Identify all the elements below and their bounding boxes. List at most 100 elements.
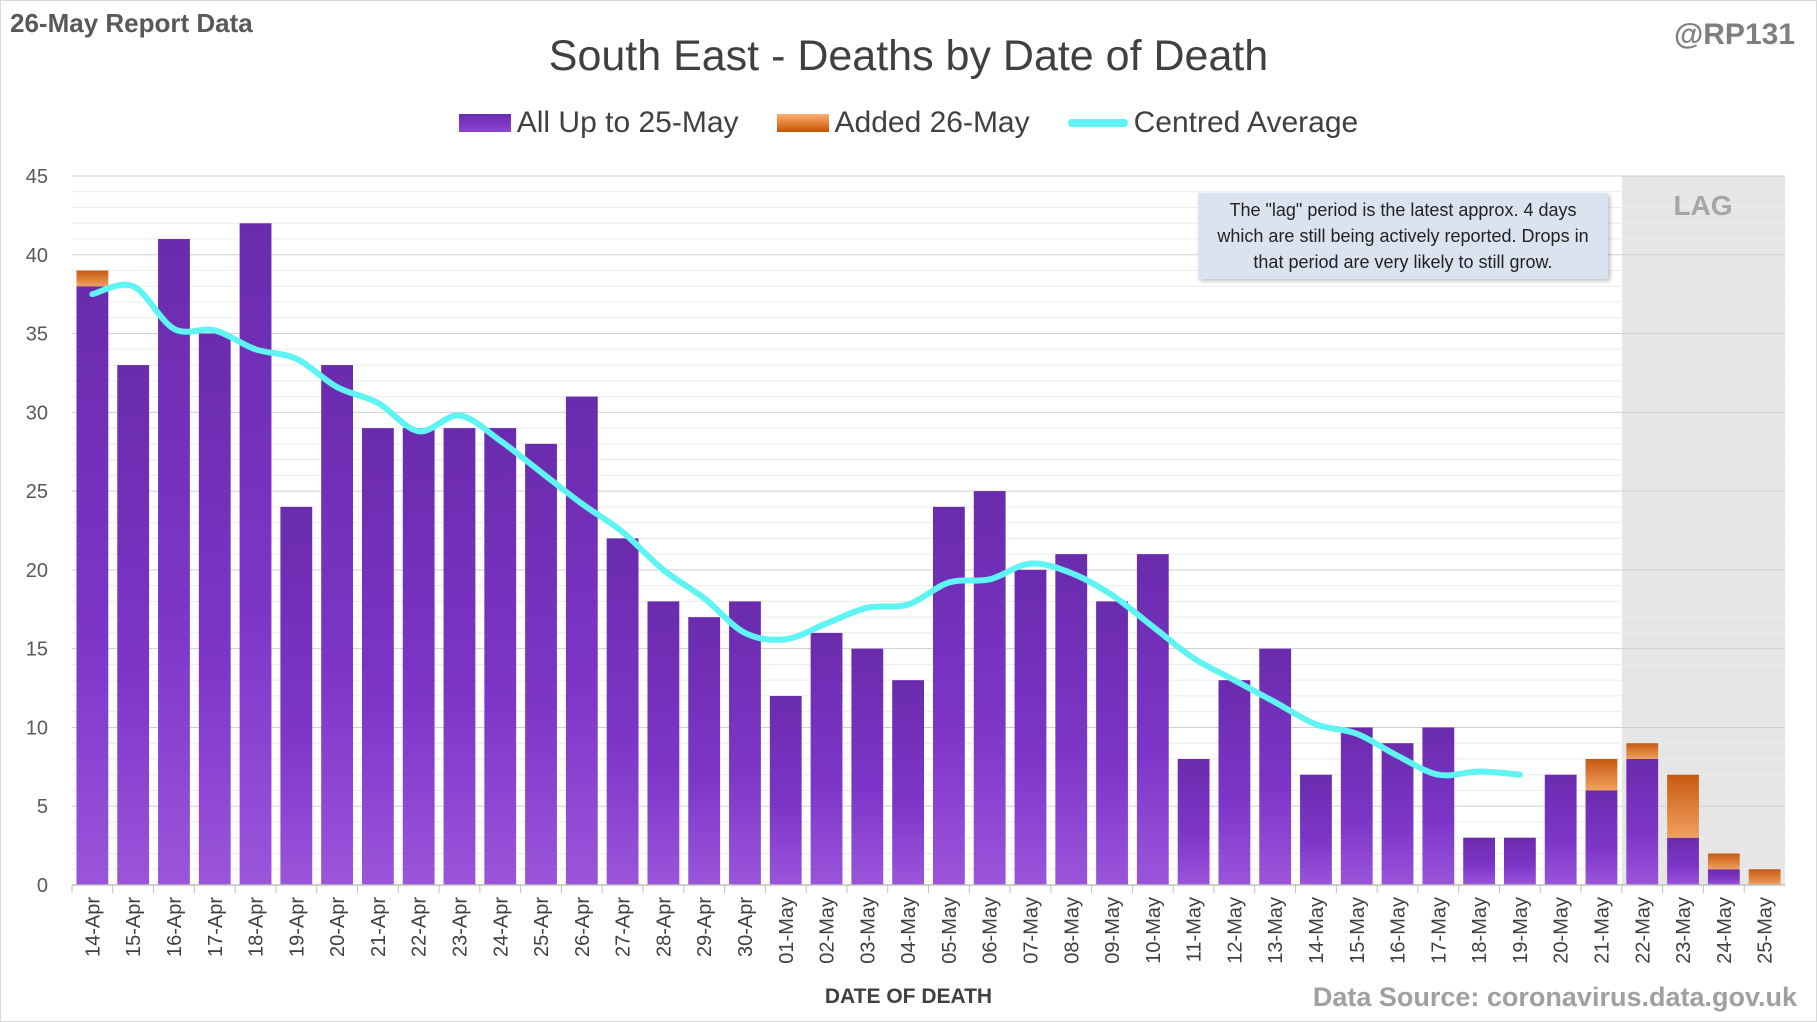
legend-item-average: Centred Average [1067, 106, 1359, 140]
bar-base-13-May [1259, 648, 1292, 885]
bar-base-20-May [1544, 774, 1577, 885]
x-tick-label: 02-May [817, 897, 839, 964]
x-tick-label: 21-May [1591, 897, 1613, 964]
x-tick-label: 22-Apr [409, 897, 431, 957]
bar-base-20-Apr [321, 365, 354, 886]
y-tick-label: 25 [26, 481, 48, 503]
bar-base-15-May [1340, 727, 1373, 885]
bar-base-16-May [1381, 743, 1414, 885]
bar-base-06-May [973, 491, 1006, 885]
bar-base-10-May [1136, 554, 1169, 885]
x-tick-label: 30-Apr [735, 897, 757, 957]
bar-base-19-May [1503, 837, 1536, 885]
x-tick-label: 18-Apr [246, 897, 268, 957]
bar-added-25-May [1748, 869, 1781, 885]
legend-item-base: All Up to 25-May [458, 106, 739, 140]
x-tick-label: 17-May [1428, 897, 1450, 964]
y-tick-label: 5 [37, 796, 48, 818]
bar-base-17-May [1422, 727, 1455, 885]
x-tick-label: 26-Apr [572, 897, 594, 957]
bar-base-21-Apr [361, 428, 394, 885]
bar-added-14-Apr [76, 270, 109, 287]
x-tick-label: 01-May [776, 897, 798, 964]
x-tick-label: 08-May [1061, 897, 1083, 964]
bar-base-22-Apr [402, 428, 435, 885]
bar-base-09-May [1096, 601, 1128, 885]
x-tick-label: 17-Apr [205, 897, 227, 957]
x-tick-label: 19-May [1510, 897, 1532, 964]
y-tick-label: 35 [26, 324, 48, 346]
bar-base-14-May [1300, 774, 1332, 885]
x-tick-label: 29-Apr [694, 897, 716, 957]
bar-base-01-May [769, 695, 802, 885]
x-tick-label: 23-May [1673, 897, 1695, 964]
bar-base-17-Apr [198, 333, 231, 885]
bar-base-18-May [1463, 837, 1496, 885]
x-tick-label: 09-May [1102, 897, 1124, 964]
bar-base-08-May [1055, 554, 1088, 885]
bar-base-03-May [851, 648, 884, 885]
x-tick-label: 21-Apr [368, 897, 390, 957]
bar-base-15-Apr [117, 365, 150, 886]
bar-base-16-Apr [158, 239, 190, 885]
bar-base-04-May [892, 680, 925, 885]
x-tick-label: 28-Apr [653, 897, 675, 957]
x-tick-label: 25-Apr [531, 897, 553, 957]
author-handle: @RP131 [1674, 18, 1795, 51]
bar-added-21-May [1585, 758, 1618, 791]
legend-label-base: All Up to 25-May [516, 106, 739, 139]
bar-base-21-May [1585, 790, 1618, 885]
bar-added-23-May [1667, 774, 1699, 838]
x-tick-label: 04-May [898, 897, 920, 964]
bar-base-11-May [1177, 758, 1210, 885]
bar-base-29-Apr [688, 617, 721, 885]
x-tick-label: 25-May [1755, 897, 1777, 964]
bar-base-19-Apr [280, 506, 313, 885]
bar-base-27-Apr [606, 538, 639, 885]
lag-label: LAG [1673, 190, 1733, 221]
x-tick-label: 06-May [980, 897, 1002, 964]
y-tick-label: 0 [37, 875, 48, 897]
bar-added-24-May [1707, 853, 1740, 870]
x-tick-label: 16-May [1388, 897, 1410, 964]
legend-label-added: Added 26-May [834, 106, 1030, 139]
x-tick-label: 19-Apr [286, 897, 308, 957]
x-tick-label: 14-May [1306, 897, 1328, 964]
x-tick-label: 03-May [857, 897, 879, 964]
data-source-label: Data Source: coronavirus.data.gov.uk [1312, 982, 1797, 1012]
x-tick-label: 16-Apr [164, 897, 186, 957]
bar-base-18-Apr [239, 223, 272, 885]
bar-added-22-May [1626, 743, 1659, 759]
x-tick-label: 22-May [1632, 897, 1654, 964]
bar-base-22-May [1626, 758, 1659, 885]
x-axis-title: DATE OF DEATH [824, 985, 993, 1008]
bar-base-26-Apr [565, 396, 598, 885]
y-tick-label: 40 [26, 245, 48, 267]
chart-title: South East - Deaths by Date of Death [548, 32, 1269, 80]
x-tick-label: 18-May [1469, 897, 1491, 964]
y-tick-label: 10 [26, 717, 48, 739]
y-tick-label: 45 [26, 166, 48, 188]
bar-base-30-Apr [729, 601, 761, 885]
x-tick-label: 11-May [1184, 897, 1206, 962]
legend-swatch-base [458, 114, 511, 132]
bar-base-12-May [1218, 680, 1251, 885]
x-tick-label: 12-May [1224, 897, 1246, 964]
legend-label-average: Centred Average [1133, 106, 1359, 139]
bar-base-24-Apr [484, 428, 517, 885]
x-tick-label: 13-May [1265, 897, 1287, 964]
legend-swatch-added [776, 114, 829, 132]
x-tick-label: 24-Apr [490, 897, 512, 957]
x-tick-label: 24-May [1714, 897, 1736, 964]
x-tick-label: 14-Apr [82, 897, 104, 957]
bar-base-23-May [1667, 837, 1699, 885]
x-tick-label: 10-May [1143, 897, 1165, 964]
x-tick-label: 20-Apr [327, 897, 349, 957]
bar-base-25-Apr [525, 443, 557, 885]
legend-swatch-average [1067, 119, 1128, 127]
centred-average-line [89, 281, 1523, 779]
bar-base-28-Apr [647, 601, 680, 885]
report-date-label: 26-May Report Data [10, 8, 253, 38]
x-tick-label: 07-May [1020, 897, 1042, 964]
x-tick-label: 15-May [1347, 897, 1369, 964]
